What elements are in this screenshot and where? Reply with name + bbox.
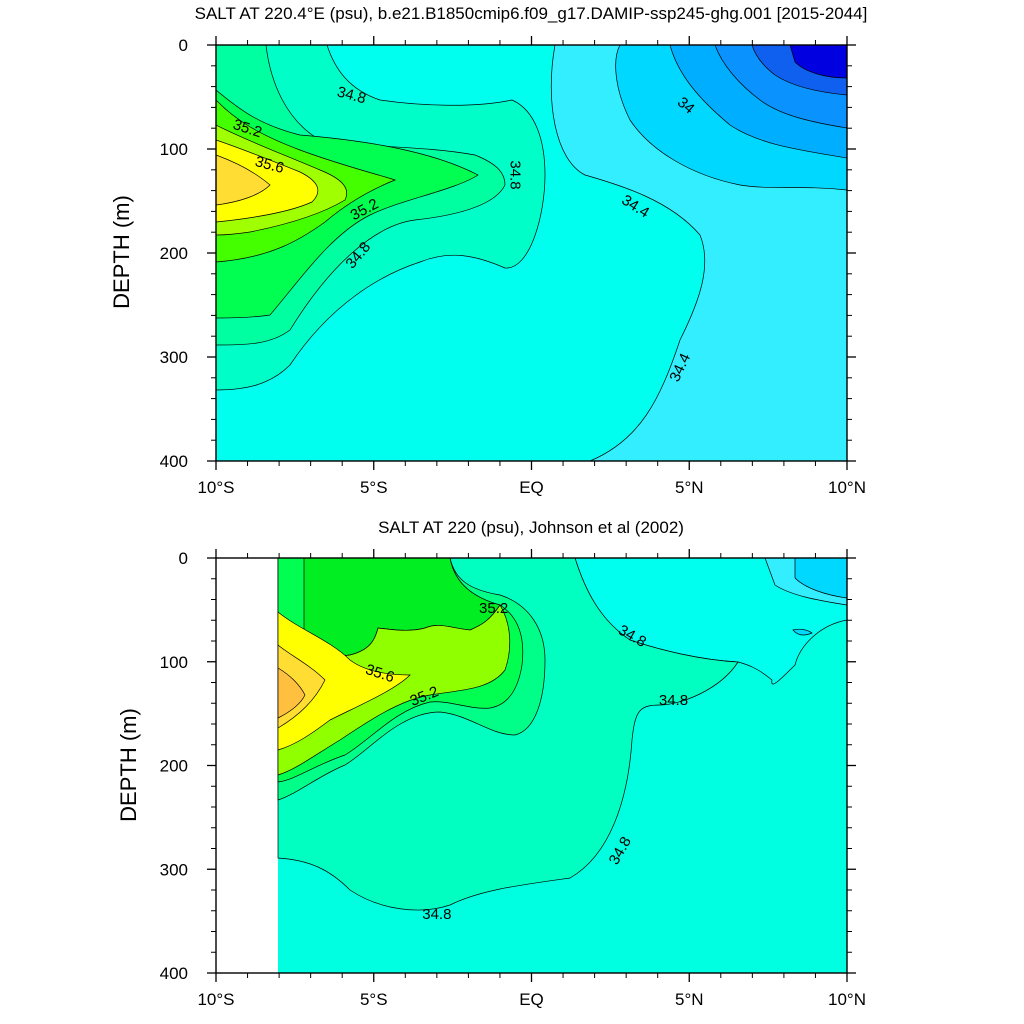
- x-tick-label: 10°N: [828, 990, 866, 1009]
- salinity-contour-field: [277, 558, 847, 973]
- y-tick-label: 300: [160, 860, 188, 879]
- contour-label: 35.6: [253, 153, 286, 177]
- x-tick-label: 5°S: [360, 990, 388, 1009]
- x-tick-label: 5°N: [675, 478, 704, 497]
- x-tick-label: 10°S: [197, 990, 234, 1009]
- axes: 10°S 5°S EQ 5°N 10°N 0 100 200 300 400: [160, 549, 866, 1009]
- contour-label: 34.8: [422, 906, 451, 923]
- panel-title: SALT AT 220.4°E (psu), b.e21.B1850cmip6.…: [195, 4, 868, 23]
- panel-model: SALT AT 220.4°E (psu), b.e21.B1850cmip6.…: [109, 4, 867, 497]
- y-tick-label: 400: [160, 452, 188, 471]
- x-tick-label: EQ: [519, 478, 544, 497]
- y-tick-label: 200: [160, 757, 188, 776]
- y-tick-label: 0: [179, 549, 188, 568]
- contour-label: 34.8: [659, 692, 688, 709]
- y-axis-label: DEPTH (m): [116, 708, 141, 822]
- panel-observations: SALT AT 220 (psu), Johnson et al (2002): [116, 518, 866, 1009]
- contour-label: 34.8: [507, 160, 524, 189]
- y-axis-label: DEPTH (m): [109, 195, 134, 309]
- panel-title: SALT AT 220 (psu), Johnson et al (2002): [378, 518, 684, 537]
- x-tick-label: 5°S: [360, 478, 388, 497]
- x-tick-label: 10°N: [828, 478, 866, 497]
- x-tick-label: 5°N: [675, 990, 704, 1009]
- y-tick-label: 400: [160, 964, 188, 983]
- y-tick-label: 100: [160, 140, 188, 159]
- axes: 10°S 5°S EQ 5°N 10°N 0 100 200 300 400: [160, 36, 866, 497]
- salinity-contour-field: [216, 45, 847, 461]
- contour-label: 35.2: [479, 600, 508, 617]
- y-tick-label: 300: [160, 348, 188, 367]
- y-tick-label: 0: [179, 36, 188, 55]
- contour-label: 34: [674, 94, 698, 118]
- y-tick-label: 200: [160, 244, 188, 263]
- contour-label: 34.8: [335, 83, 368, 107]
- y-tick-label: 100: [160, 653, 188, 672]
- x-tick-label: EQ: [519, 990, 544, 1009]
- x-tick-label: 10°S: [197, 478, 234, 497]
